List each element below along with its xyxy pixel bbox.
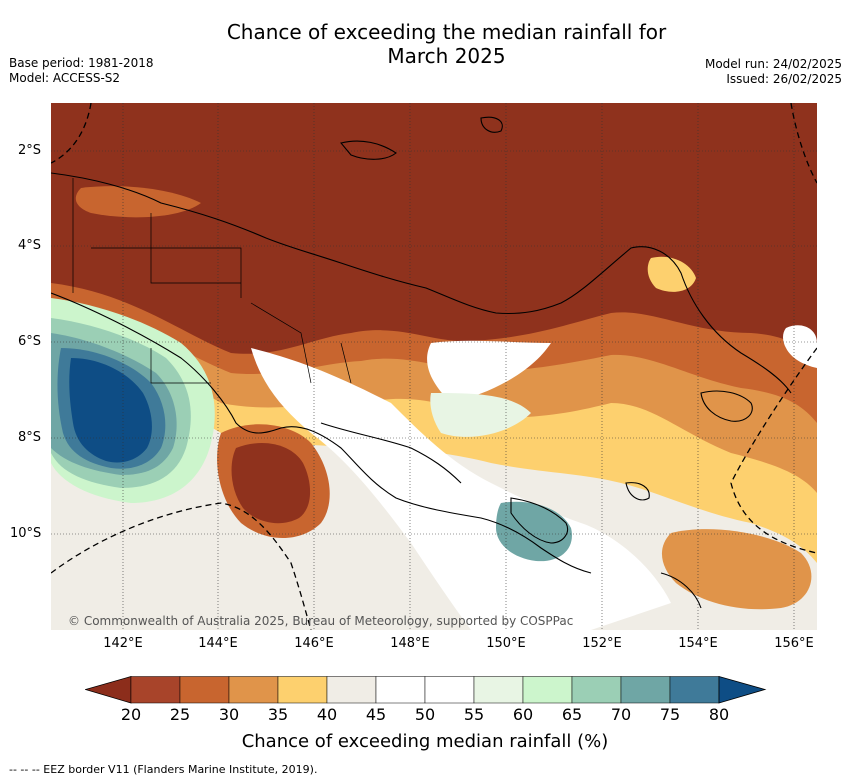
model-name: Model: ACCESS-S2 bbox=[9, 71, 121, 85]
colorbar-extend-high bbox=[718, 676, 767, 704]
colorbar-cell bbox=[669, 676, 720, 704]
lat-label: 8°S bbox=[18, 430, 42, 445]
colorbar-cell bbox=[620, 676, 671, 704]
lon-label: 150°E bbox=[486, 636, 526, 651]
field-dry-blob-inner bbox=[231, 443, 311, 524]
colorbar-tick-label: 30 bbox=[218, 705, 240, 724]
field-ne-spot bbox=[647, 256, 696, 292]
model-run: Model run: 24/02/2025 bbox=[704, 57, 842, 71]
eez-borders bbox=[51, 103, 817, 630]
field-ne-wet bbox=[496, 501, 572, 562]
copyright-notice: © Commonwealth of Australia 2025, Bureau… bbox=[68, 614, 574, 628]
colorbar-cell bbox=[473, 676, 524, 704]
colorbar-cell bbox=[522, 676, 573, 704]
map-canvas bbox=[51, 103, 817, 630]
issued-date: Issued: 26/02/2025 bbox=[726, 72, 842, 86]
colorbar-tick-label: 75 bbox=[659, 705, 681, 724]
colorbar-tick-label: 55 bbox=[463, 705, 485, 724]
colorbar-tick-label: 50 bbox=[414, 705, 436, 724]
title-line-2: March 2025 bbox=[387, 44, 506, 68]
title-line-1: Chance of exceeding the median rainfall … bbox=[226, 20, 667, 44]
field-north-strip bbox=[75, 186, 201, 218]
colorbar-tick-label: 25 bbox=[169, 705, 191, 724]
lon-label: 152°E bbox=[582, 636, 622, 651]
colorbar-tick-label: 20 bbox=[120, 705, 142, 724]
coastlines bbox=[51, 116, 792, 609]
colorbar-tick-label: 45 bbox=[365, 705, 387, 724]
graticule bbox=[51, 103, 817, 630]
colorbar-cell bbox=[571, 676, 622, 704]
map-title: Chance of exceeding the median rainfall … bbox=[0, 20, 850, 68]
colorbar-extend-low bbox=[85, 676, 132, 704]
colorbar-cell bbox=[326, 676, 377, 704]
lon-label: 146°E bbox=[294, 636, 334, 651]
lat-label: 6°S bbox=[18, 334, 42, 349]
colorbar-tick-label: 35 bbox=[267, 705, 289, 724]
lon-label: 156°E bbox=[774, 636, 814, 651]
colorbar-cell bbox=[179, 676, 230, 704]
colorbar-tick-label: 40 bbox=[316, 705, 338, 724]
lon-label: 154°E bbox=[678, 636, 718, 651]
eez-footnote: -- -- -- EEZ border V11 (Flanders Marine… bbox=[9, 763, 318, 776]
lon-label: 148°E bbox=[390, 636, 430, 651]
field-east-spot bbox=[783, 325, 817, 368]
province-borders bbox=[72, 178, 352, 384]
field-wet-85 bbox=[69, 358, 152, 463]
colorbar-tick-label: 60 bbox=[512, 705, 534, 724]
colorbar-tick-label: 80 bbox=[708, 705, 730, 724]
base-period: Base period: 1981-2018 bbox=[9, 56, 154, 70]
colorbar-title: Chance of exceeding median rainfall (%) bbox=[241, 731, 609, 752]
colorbar-cell bbox=[130, 676, 181, 704]
colorbar-tick-label: 70 bbox=[610, 705, 632, 724]
colorbar-cell bbox=[424, 676, 475, 704]
meta-right: Model run: 24/02/2025 Issued: 26/02/2025 bbox=[705, 57, 842, 87]
field-white-belt bbox=[251, 348, 671, 630]
meta-left: Base period: 1981-2018 Model: ACCESS-S2 bbox=[9, 56, 154, 86]
field-white-north bbox=[427, 340, 551, 403]
colorbar-cells bbox=[85, 676, 767, 704]
field-se-dry bbox=[661, 529, 812, 610]
colorbar bbox=[85, 676, 767, 704]
colorbar-cell bbox=[277, 676, 328, 704]
lon-label: 142°E bbox=[103, 636, 143, 651]
lat-label: 4°S bbox=[18, 238, 42, 253]
colorbar-tick-label: 65 bbox=[561, 705, 583, 724]
lat-label: 2°S bbox=[18, 143, 42, 158]
colorbar-cell bbox=[228, 676, 279, 704]
rainfall-map bbox=[51, 103, 817, 630]
colorbar-cell bbox=[375, 676, 426, 704]
lon-label: 144°E bbox=[198, 636, 238, 651]
lat-label: 10°S bbox=[10, 526, 42, 541]
